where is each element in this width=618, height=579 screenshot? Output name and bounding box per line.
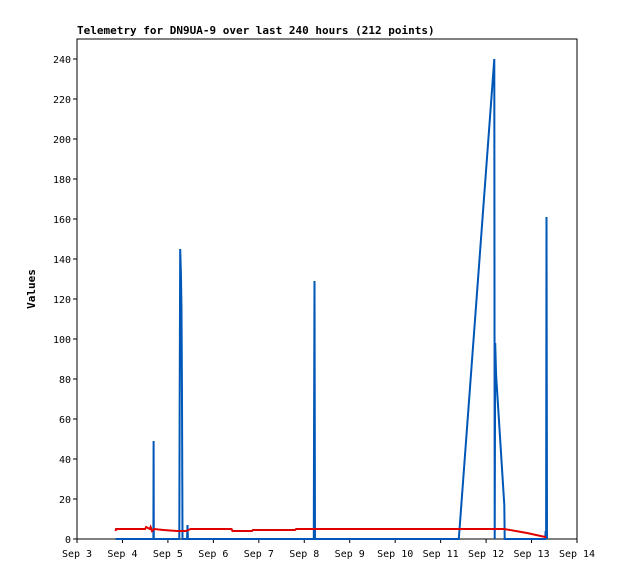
x-tick-label: Sep 4 bbox=[107, 549, 137, 560]
y-tick-label: 100 bbox=[53, 335, 71, 346]
x-tick-label: Sep 14 bbox=[559, 549, 595, 560]
x-tick-label: Sep 8 bbox=[289, 549, 319, 560]
x-tick-label: Sep 12 bbox=[468, 549, 504, 560]
y-tick-label: 20 bbox=[59, 495, 71, 506]
x-tick-label: Sep 6 bbox=[198, 549, 228, 560]
series-layer bbox=[114, 58, 548, 540]
y-tick-label: 160 bbox=[53, 215, 71, 226]
y-axis-label: Values bbox=[25, 269, 38, 309]
y-tick-label: 220 bbox=[53, 95, 71, 106]
y-axis: 0 20 40 60 80 100 120 140 160 180 200 220 240 bbox=[53, 55, 77, 546]
x-axis: Sep 3 Sep 4 Sep 5 Sep 6 Sep 7 Sep 8 Sep 9 Sep 1… bbox=[62, 539, 595, 560]
y-tick-label: 0 bbox=[65, 535, 71, 546]
y-tick-label: 240 bbox=[53, 55, 71, 66]
y-tick-label: 200 bbox=[53, 135, 71, 146]
x-tick-label: Sep 5 bbox=[153, 549, 183, 560]
x-tick-label: Sep 11 bbox=[423, 549, 459, 560]
y-tick-label: 120 bbox=[53, 295, 71, 306]
y-tick-label: 40 bbox=[59, 455, 71, 466]
x-tick-label: Sep 3 bbox=[62, 549, 92, 560]
x-tick-label: Sep 9 bbox=[335, 549, 365, 560]
x-tick-label: Sep 7 bbox=[244, 549, 274, 560]
x-tick-label: Sep 13 bbox=[513, 549, 549, 560]
x-tick-label: Sep 10 bbox=[377, 549, 413, 560]
y-tick-label: 180 bbox=[53, 175, 71, 186]
y-tick-label: 60 bbox=[59, 415, 71, 426]
series-line-2 bbox=[114, 524, 547, 538]
chart-title: Telemetry for DN9UA-9 over last 240 hour… bbox=[77, 24, 435, 37]
y-tick-label: 140 bbox=[53, 255, 71, 266]
y-tick-label: 80 bbox=[59, 375, 71, 386]
series-line-1 bbox=[115, 58, 548, 540]
